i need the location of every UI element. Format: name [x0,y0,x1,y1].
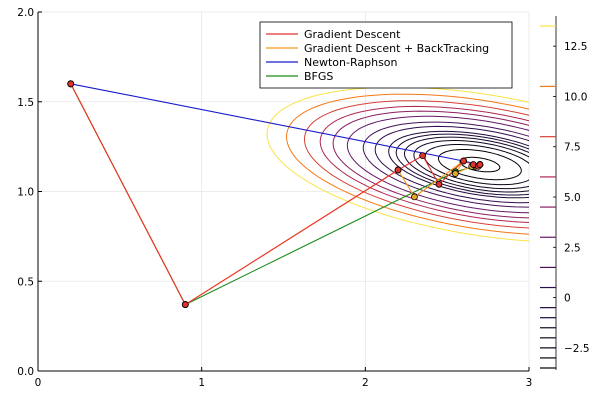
colorbar-tick-label: 12.5 [564,41,587,53]
tick-labels: 0 1 2 3 0.0 0.5 1.0 1.5 2.0 [17,7,532,389]
legend-label-3: BFGS [304,70,333,83]
colorbar-tick-label: −2.5 [564,343,590,355]
contour-line [388,130,529,199]
contour-line [395,133,529,196]
contour-line [332,110,529,219]
x-tick-label: 1 [198,377,205,389]
x-tick-label: 2 [362,377,369,389]
contour-line [374,125,529,204]
legend-label-0: Gradient Descent [304,28,401,41]
y-tick-label: 0.5 [17,276,34,288]
contour-line [362,121,529,208]
legend-box [259,21,513,89]
data-point-0-2 [394,166,402,174]
y-tick-label: 1.0 [17,187,34,199]
axes [37,11,530,372]
colorbar: −2.5 0 2.5 5.0 7.5 10.0 12.5 [540,16,590,370]
contour-line [346,115,529,214]
data-point-1-3 [411,193,418,201]
data-point-0-4 [435,180,443,188]
x-tick-label: 3 [526,377,533,389]
contour-line [285,93,529,235]
data-point-1-5 [451,170,459,177]
data-point-0-3 [419,152,427,160]
data-point-0-5 [460,157,467,165]
colorbar-tick-label: 2.5 [564,242,581,254]
contour-line [424,144,529,186]
legend-label-2: Newton-Raphson [304,56,398,69]
colorbar-tick-label: 5.0 [564,192,581,204]
colorbar-tick-label: 0 [564,293,571,305]
data-point-0-1 [181,301,189,308]
data-point-0-0 [67,80,75,88]
contour-line [303,100,529,229]
contour-line [319,105,529,223]
y-tick-label: 2.0 [17,7,34,19]
x-tick-label: 0 [35,377,42,389]
y-tick-label: 1.5 [17,97,34,109]
colorbar-tick-label: 10.0 [564,91,587,103]
colorbar-tick-label: 7.5 [564,142,581,154]
optimizer-paths [67,80,484,308]
legend-label-1: Gradient Descent + BackTracking [304,42,489,55]
data-point-0-8 [476,161,484,168]
y-tick-label: 0.0 [17,366,34,378]
